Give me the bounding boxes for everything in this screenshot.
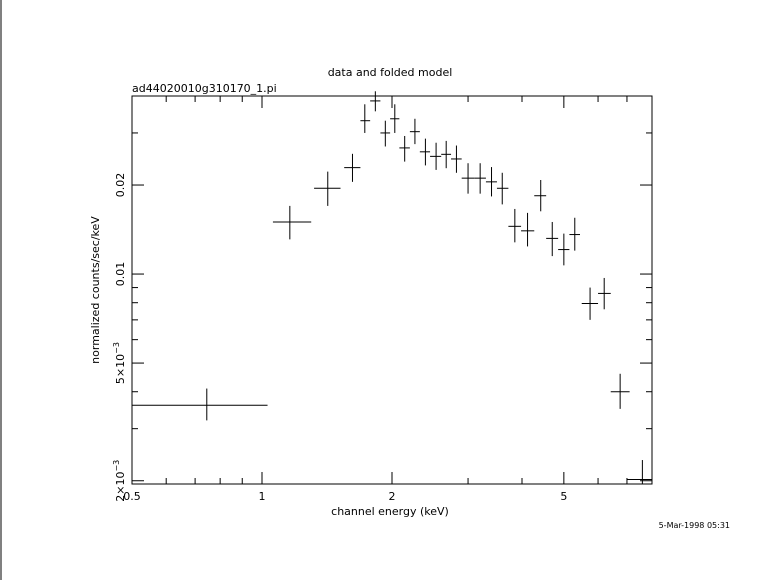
data-point <box>370 91 381 112</box>
data-point <box>581 287 599 320</box>
data-point <box>419 138 431 166</box>
x-tick-labels: 0.5 1 2 5 <box>123 490 567 503</box>
y-tick-label: 0.01 <box>114 262 127 287</box>
data-point <box>508 208 522 243</box>
chart-title: data and folded model <box>328 66 453 79</box>
plot-frame <box>131 95 653 485</box>
data-point <box>546 221 559 257</box>
data-point <box>558 233 570 266</box>
data-point <box>474 163 486 194</box>
y-tick-label: 2×10−3 <box>112 460 127 502</box>
data-point <box>461 163 475 194</box>
data-point <box>534 179 547 212</box>
x-axis-label: channel energy (keV) <box>331 505 449 518</box>
x-tick-label: 1 <box>259 490 266 503</box>
data-point <box>521 212 535 247</box>
y-tick-labels: 2×10−3 5×10−3 0.01 0.02 <box>112 173 127 502</box>
data-point <box>399 135 410 162</box>
data-point <box>451 145 462 173</box>
data-point <box>626 460 652 484</box>
data-point <box>430 142 442 170</box>
y-tick-label: 0.02 <box>114 173 127 198</box>
data-point <box>569 217 581 251</box>
data-point <box>598 277 611 310</box>
x-tick-label: 5 <box>560 490 567 503</box>
data-point <box>390 104 400 133</box>
data-point <box>380 120 391 147</box>
data-point <box>132 388 268 421</box>
data-point <box>360 104 371 133</box>
data-point <box>409 118 420 145</box>
y-axis-label: normalized counts/sec/keV <box>89 216 102 364</box>
data-points <box>132 91 652 484</box>
timestamp: 5-Mar-1998 05:31 <box>659 521 730 530</box>
data-point <box>272 205 312 240</box>
x-tick-label: 2 <box>389 490 396 503</box>
axis-ticks <box>131 95 653 484</box>
y-tick-label: 5×10−3 <box>112 342 127 384</box>
data-point <box>344 153 361 182</box>
chart-subtitle: ad44020010g310170_1.pi <box>132 82 277 95</box>
data-point <box>610 373 630 409</box>
data-point <box>496 172 509 205</box>
data-point <box>485 167 497 197</box>
data-point <box>441 140 452 169</box>
data-point <box>314 171 341 206</box>
x-tick-label: 0.5 <box>123 490 141 503</box>
